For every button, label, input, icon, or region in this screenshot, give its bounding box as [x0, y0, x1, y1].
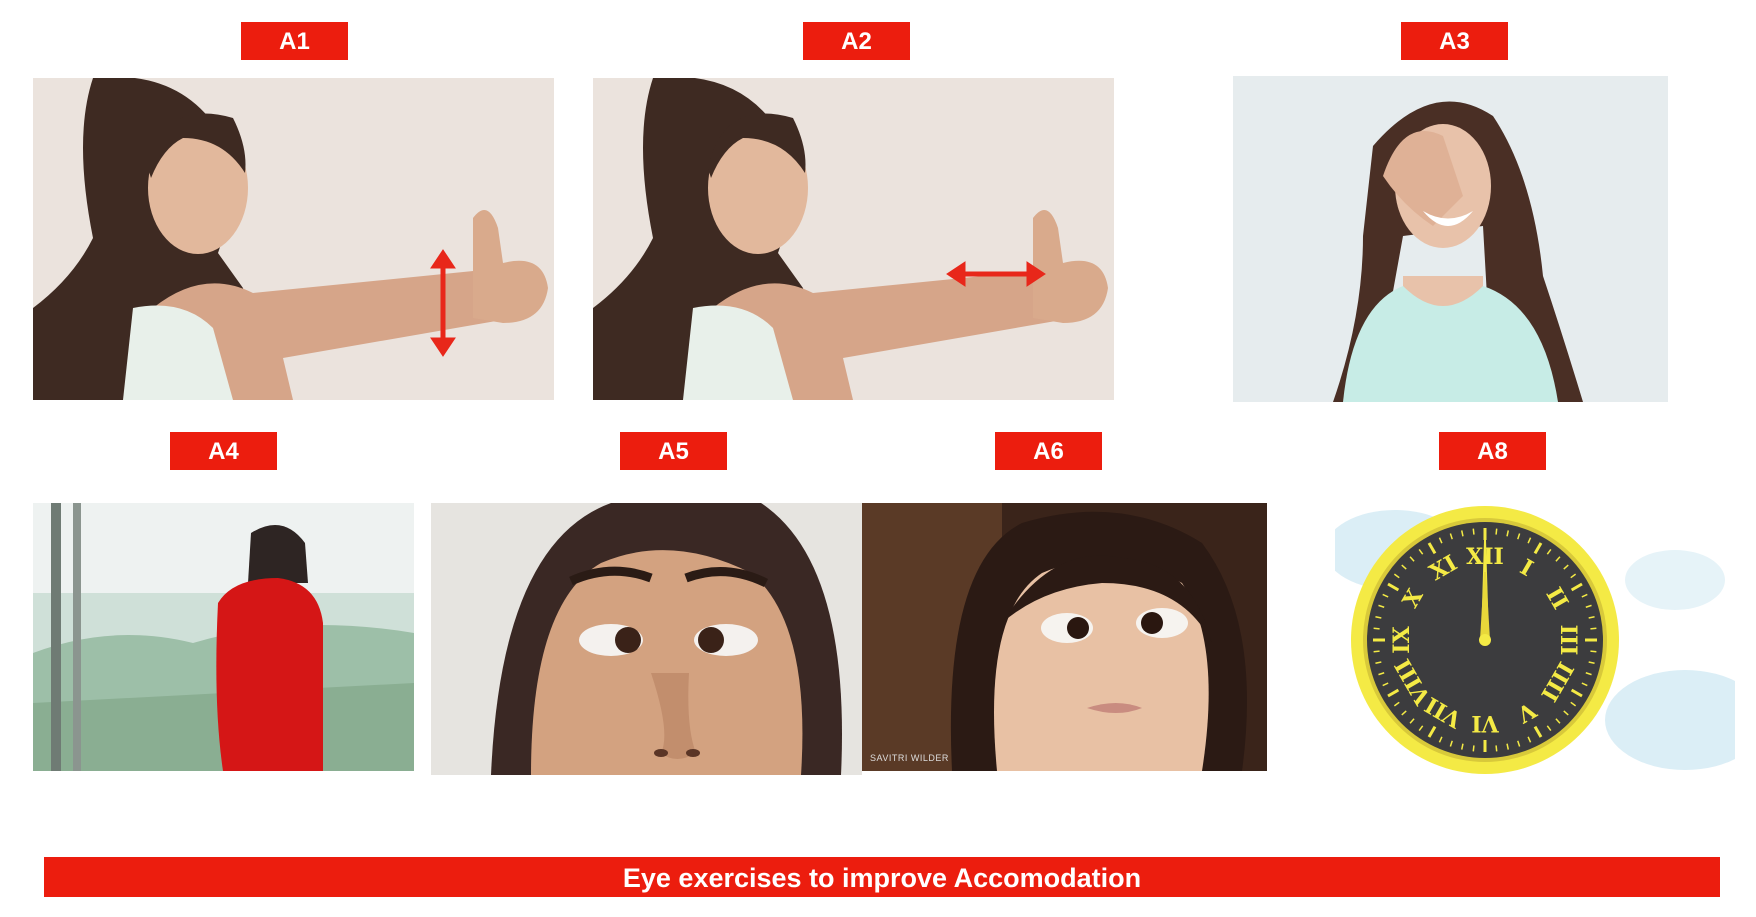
label-a4: A4 [170, 432, 277, 470]
label-a5: A5 [620, 432, 727, 470]
photo-a2 [593, 78, 1114, 400]
photo-a1 [33, 78, 554, 400]
label-a3: A3 [1401, 22, 1508, 60]
photo-a4 [33, 503, 414, 771]
label-a6: A6 [995, 432, 1102, 470]
label-a8: A8 [1439, 432, 1546, 470]
photo-a5 [431, 503, 862, 775]
vertical-arrow-icon [430, 249, 456, 357]
photo-a6: SAVITRI WILDER [862, 503, 1267, 771]
clock-icon: XIIIIIIIIIIIIVVIVIIVIIIIXXXI [1335, 500, 1735, 775]
watermark: SAVITRI WILDER [870, 753, 949, 763]
svg-text:III: III [1555, 625, 1581, 656]
caption-bar: Eye exercises to improve Accomodation [44, 857, 1720, 897]
horizontal-arrow-icon [946, 261, 1046, 287]
svg-text:IX: IX [1389, 625, 1415, 653]
label-a2: A2 [803, 22, 910, 60]
photo-a3 [1233, 76, 1668, 402]
svg-text:VI: VI [1471, 710, 1499, 736]
label-a1: A1 [241, 22, 348, 60]
photo-a8-clock: XIIIIIIIIIIIIVVIVIIVIIIIXXXI [1335, 500, 1735, 775]
